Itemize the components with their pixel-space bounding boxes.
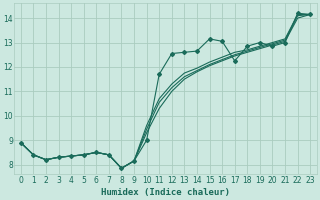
X-axis label: Humidex (Indice chaleur): Humidex (Indice chaleur) xyxy=(101,188,230,197)
